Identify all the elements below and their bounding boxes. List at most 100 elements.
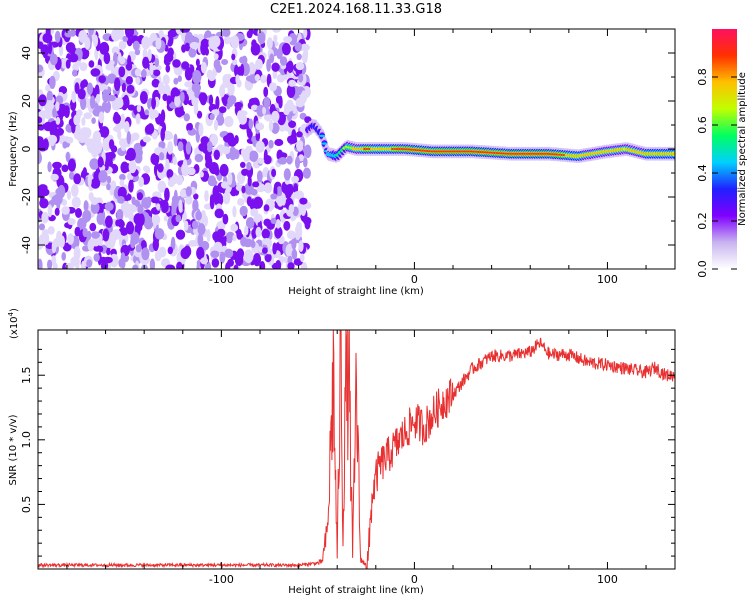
noise-blob bbox=[173, 66, 183, 76]
noise-blob bbox=[205, 155, 213, 168]
noise-blob bbox=[286, 60, 294, 73]
noise-blob bbox=[301, 261, 308, 269]
noise-blob bbox=[268, 119, 274, 132]
noise-blob bbox=[222, 191, 231, 205]
noise-blob bbox=[47, 204, 53, 218]
noise-blob bbox=[102, 102, 107, 112]
noise-blob bbox=[47, 226, 55, 235]
noise-blob bbox=[270, 217, 277, 224]
noise-blob bbox=[147, 48, 152, 62]
noise-blob bbox=[151, 96, 157, 110]
noise-blob bbox=[213, 119, 219, 131]
noise-blob bbox=[102, 228, 110, 242]
noise-blob bbox=[38, 258, 43, 269]
noise-blob bbox=[275, 227, 282, 239]
noise-blob bbox=[185, 195, 193, 205]
noise-blob bbox=[299, 197, 308, 205]
noise-blob bbox=[134, 49, 141, 56]
noise-blob bbox=[180, 247, 191, 259]
noise-blob bbox=[82, 227, 88, 238]
snr-y-axis-label: SNR (10 * v/v) bbox=[8, 414, 19, 485]
noise-blob bbox=[138, 176, 145, 188]
noise-blob bbox=[222, 74, 231, 85]
noise-blob bbox=[120, 138, 127, 152]
snr-series-line bbox=[38, 330, 675, 569]
heatmap-y-tick-label: 20 bbox=[20, 94, 33, 108]
noise-blob bbox=[55, 101, 60, 112]
noise-blob bbox=[49, 53, 58, 66]
noise-blob bbox=[287, 262, 295, 269]
noise-blob bbox=[294, 42, 302, 52]
noise-blob bbox=[250, 208, 259, 217]
noise-blob bbox=[261, 238, 272, 245]
noise-blob bbox=[135, 113, 141, 125]
noise-blob bbox=[38, 184, 48, 192]
noise-blob bbox=[214, 167, 220, 176]
noise-blob bbox=[144, 109, 150, 116]
noise-blob bbox=[118, 66, 126, 78]
noise-blob bbox=[95, 93, 101, 104]
noise-blob bbox=[47, 161, 52, 173]
noise-blob bbox=[98, 111, 105, 124]
noise-blob bbox=[250, 240, 256, 248]
noise-blob bbox=[157, 180, 167, 193]
heatmap-x-axis-label: Height of straight line (km) bbox=[288, 286, 424, 297]
noise-blob bbox=[91, 117, 96, 124]
noise-blob bbox=[200, 41, 208, 56]
noise-blob bbox=[255, 140, 265, 153]
noise-blob bbox=[266, 37, 273, 50]
noise-blob bbox=[107, 73, 117, 84]
heatmap-x-tick-label: 0 bbox=[411, 273, 418, 286]
noise-blob bbox=[99, 126, 110, 138]
noise-blob bbox=[272, 242, 277, 255]
noise-blob bbox=[253, 196, 263, 209]
noise-blob bbox=[276, 186, 283, 198]
noise-blob bbox=[98, 170, 108, 183]
noise-blob bbox=[166, 169, 174, 178]
noise-blob bbox=[188, 48, 197, 58]
heatmap-y-tick-label: -20 bbox=[20, 188, 33, 206]
noise-blob bbox=[295, 62, 305, 71]
noise-blob bbox=[172, 156, 177, 166]
noise-blob bbox=[275, 95, 282, 104]
noise-blob bbox=[116, 209, 124, 222]
noise-blob bbox=[54, 30, 61, 43]
noise-blob bbox=[187, 122, 193, 131]
noise-blob bbox=[83, 200, 89, 212]
noise-blob bbox=[42, 138, 49, 151]
noise-blob bbox=[249, 61, 255, 72]
colorbar-tick-label: 0.4 bbox=[696, 164, 709, 182]
noise-blob bbox=[184, 67, 193, 81]
noise-blob bbox=[291, 237, 297, 250]
noise-blob bbox=[49, 75, 56, 89]
noise-blob bbox=[269, 82, 277, 92]
noise-blob bbox=[157, 163, 164, 173]
noise-blob bbox=[94, 139, 103, 154]
noise-blob bbox=[149, 258, 156, 269]
noise-blob bbox=[73, 173, 82, 185]
noise-blob bbox=[40, 44, 50, 56]
noise-blob bbox=[268, 203, 273, 212]
noise-blob bbox=[71, 196, 81, 208]
noise-blob bbox=[165, 158, 170, 173]
noise-blob bbox=[144, 166, 151, 174]
noise-blob bbox=[263, 96, 271, 109]
noise-blob bbox=[154, 228, 165, 240]
noise-blob bbox=[102, 256, 113, 264]
noise-blob bbox=[125, 221, 135, 235]
noise-blob bbox=[38, 137, 45, 150]
noise-blob bbox=[149, 62, 154, 76]
noise-blob bbox=[125, 206, 134, 219]
noise-blob bbox=[167, 179, 175, 188]
noise-blob bbox=[268, 139, 274, 149]
noise-blob bbox=[296, 221, 302, 230]
noise-blob bbox=[68, 53, 79, 63]
noise-blob bbox=[211, 35, 221, 48]
noise-blob bbox=[170, 236, 176, 251]
noise-blob bbox=[130, 237, 136, 249]
noise-blob bbox=[150, 196, 160, 204]
noise-blob bbox=[88, 29, 94, 36]
colorbar-label: Normalized spectral amplitude bbox=[737, 72, 748, 226]
noise-blob bbox=[283, 107, 290, 116]
